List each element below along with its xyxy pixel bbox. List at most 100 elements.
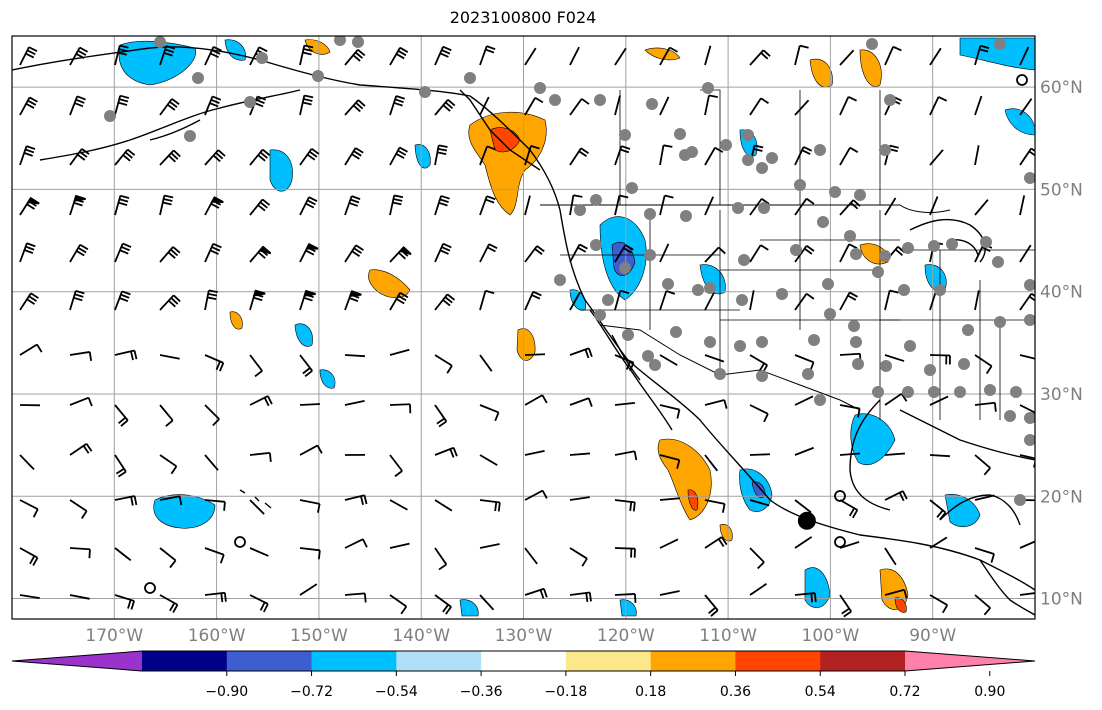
station-dot	[962, 324, 974, 336]
wind-barb	[159, 495, 183, 506]
wind-barb	[974, 44, 990, 66]
contour-region	[269, 149, 293, 192]
wind-barb	[749, 499, 770, 507]
wind-barb	[524, 489, 548, 501]
wind-barb	[929, 536, 948, 549]
station-dot	[776, 288, 788, 300]
wind-barb	[204, 547, 225, 564]
station-dot	[802, 368, 814, 380]
wind-barb	[929, 594, 949, 614]
wind-barb	[929, 47, 942, 66]
wind-barb	[704, 291, 715, 311]
station-dot	[464, 72, 476, 84]
wind-barb	[1019, 540, 1035, 549]
wind-barb	[659, 46, 679, 66]
wind-barb	[479, 404, 500, 422]
location-marker	[797, 511, 816, 530]
wind-barb	[434, 144, 448, 166]
wind-barb	[159, 547, 177, 569]
wind-barb	[614, 244, 634, 263]
wind-barb	[884, 289, 899, 311]
wind-barb	[749, 290, 755, 311]
station-dot	[992, 256, 1004, 268]
wind-barb	[69, 46, 89, 66]
station-dot	[646, 98, 658, 110]
station-dot	[602, 294, 614, 306]
colorbar-segment	[650, 651, 736, 671]
wind-barb	[19, 292, 39, 311]
wind-barb	[614, 194, 629, 216]
wind-barb	[479, 543, 500, 549]
station-dot	[1024, 279, 1035, 291]
station-dot	[814, 394, 826, 406]
station-dot	[758, 202, 770, 214]
contour-region	[1004, 108, 1035, 136]
longitude-label: 140°W	[392, 626, 450, 646]
wind-barb	[839, 96, 857, 116]
wind-barb	[479, 145, 496, 166]
colorbar-tick-label: −0.18	[544, 684, 587, 700]
wind-barb	[389, 454, 403, 478]
contour-region	[153, 494, 216, 529]
wind-barb	[299, 242, 319, 263]
wind-barb	[159, 98, 180, 116]
station-dot	[670, 326, 682, 338]
wind-barb	[659, 96, 670, 116]
wind-barb	[839, 499, 859, 519]
wind-barb	[614, 47, 627, 66]
wind-barb	[114, 454, 127, 478]
station-dot	[244, 96, 256, 108]
contour-region	[809, 58, 833, 88]
station-dot	[994, 38, 1006, 50]
station-dot	[946, 238, 958, 250]
latitude-label: 60°N	[1040, 78, 1083, 98]
wind-barb	[524, 547, 538, 565]
station-dot	[934, 284, 946, 296]
wind-barb	[19, 242, 36, 263]
station-dot	[334, 36, 346, 46]
contour-region	[644, 47, 681, 61]
wind-barb	[114, 242, 132, 263]
station-dot	[958, 358, 970, 370]
station-dot	[902, 242, 914, 254]
wind-barb	[299, 196, 318, 216]
wind-barb	[884, 197, 897, 216]
wind-barb	[299, 289, 316, 311]
wind-barb	[839, 404, 861, 418]
wind-barb	[344, 538, 368, 549]
station-dot	[419, 86, 431, 98]
station-dot	[686, 146, 698, 158]
wind-barb	[974, 594, 991, 616]
wind-barb	[19, 547, 39, 566]
station-dot	[848, 320, 860, 332]
station-dot	[928, 240, 940, 252]
wind-barb	[434, 242, 452, 263]
wind-barb	[204, 242, 222, 263]
wind-barb	[659, 404, 681, 419]
latitude-label: 40°N	[1040, 283, 1083, 303]
station-dot	[1024, 412, 1035, 424]
station-dot	[866, 38, 878, 50]
wind-barb	[974, 494, 995, 501]
wind-barb	[299, 147, 320, 166]
coastline	[939, 494, 1021, 526]
wind-barb	[69, 95, 86, 116]
wind-barb	[434, 404, 448, 428]
station-dot	[844, 230, 856, 242]
wind-barb	[974, 290, 980, 311]
colorbar-tick-label: 0.54	[805, 684, 836, 700]
wind-barb	[1019, 98, 1033, 116]
wind-barb	[659, 290, 676, 311]
contour-region	[229, 311, 243, 330]
wind-barb	[389, 146, 408, 166]
wind-barb	[204, 404, 220, 427]
wind-barb	[929, 149, 944, 166]
wind-barb	[884, 452, 906, 456]
station-circle	[834, 536, 846, 548]
wind-barb	[204, 149, 226, 166]
wind-barb	[524, 290, 542, 311]
wind-barb	[344, 244, 364, 263]
contour-region	[414, 144, 431, 169]
wind-barb	[249, 245, 272, 263]
wind-barb	[659, 590, 680, 596]
